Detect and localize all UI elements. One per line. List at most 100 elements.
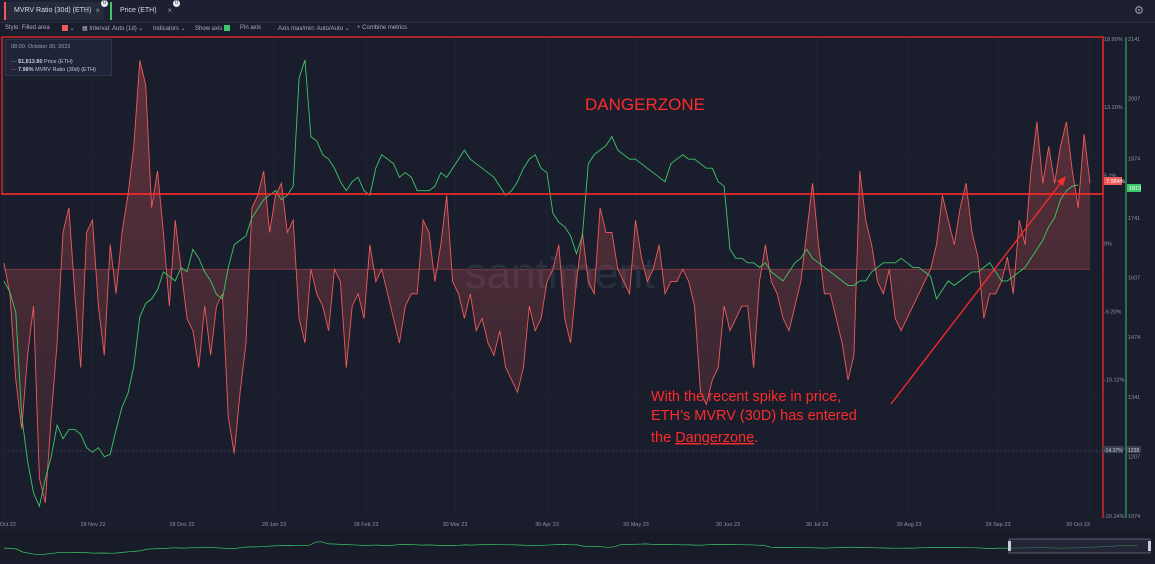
x-tick-label: 29 Sep 23 xyxy=(985,522,1010,528)
tooltip-price-row: — $1,813.80 Price (ETH) xyxy=(11,59,73,65)
indicators-label: Indicators xyxy=(153,26,180,32)
current-price-value: 1813 xyxy=(1129,186,1141,192)
range-handle-left xyxy=(1008,541,1011,551)
interval-label: Interval: Auto (1d) xyxy=(89,26,137,32)
hover-price-badge xyxy=(1127,446,1141,453)
price-line xyxy=(3,59,1079,508)
range-handle-right xyxy=(1148,541,1151,551)
tooltip-mvrv-value: 7.98% xyxy=(18,67,34,73)
dangerzone-link: Dangerzone xyxy=(675,430,754,446)
color-select[interactable]: ⌄ xyxy=(62,25,75,32)
minimap-graph xyxy=(3,538,1151,556)
current-mvrv-badge xyxy=(1104,177,1122,185)
chart-grid xyxy=(3,36,1103,519)
mvrv-tick-label: 0% xyxy=(1104,241,1112,247)
price-tick-label: 2007 xyxy=(1128,97,1140,103)
tab-badge: 0 xyxy=(173,0,180,7)
x-tick-label: 30 Mar 23 xyxy=(443,522,468,528)
x-tick-label: 28 Feb 23 xyxy=(354,522,379,528)
indicators-select[interactable]: Indicators ⌄ xyxy=(153,26,186,32)
annotation-note: With the recent spike in price, ETH’s MV… xyxy=(651,389,857,446)
color-swatch xyxy=(62,25,68,31)
mvrv-tick-label: -15.18% xyxy=(1104,446,1125,452)
x-tick-label: 29 Oct 22 xyxy=(0,522,16,528)
tab-mvrv[interactable]: MVRV Ratio (30d) (ETH) ⋮ × 0 xyxy=(4,0,108,20)
mvrv-tick-label: 5.2% xyxy=(1104,173,1117,179)
current-price-badge xyxy=(1127,184,1141,192)
price-axis: 2141 2007 1874 1741 1607 1474 1341 1207 1074 xyxy=(1128,37,1140,520)
current-mvrv-marker: 7.984% xyxy=(1104,177,1125,185)
dangerzone-box xyxy=(1,36,1104,195)
watermark: santiment xyxy=(465,249,656,298)
minimap-price-line xyxy=(3,541,1138,556)
note-line-3: the Dangerzone. xyxy=(651,430,758,446)
price-tick-label: 2141 xyxy=(1128,37,1140,43)
mvrv-axis: 18.90% 13.20% 5.2% 0% -5.20% -10.12% -15.18% -2… xyxy=(1104,37,1125,520)
mvrv-tick-label: 18.90% xyxy=(1104,37,1123,43)
close-icon[interactable]: × xyxy=(167,6,172,15)
tab-price[interactable]: Price (ETH) × 0 xyxy=(110,0,180,20)
tooltip-mvrv-row: — 7.98% MVRV Ratio (30d) (ETH) xyxy=(11,67,96,73)
dangerzone-label: DANGERZONE xyxy=(585,95,705,114)
x-tick-label: 30 Aug 23 xyxy=(897,522,922,528)
price-tick-label: 1607 xyxy=(1128,276,1140,282)
x-tick-label: 28 Dec 22 xyxy=(169,522,194,528)
note-line-2: ETH’s MVRV (30D) has entered xyxy=(651,408,857,424)
x-tick-label: 28 Nov 22 xyxy=(80,522,105,528)
tab-badge: 0 xyxy=(101,0,108,7)
price-tick-label: 1874 xyxy=(1128,156,1140,162)
tooltip-date: 08:00, October 30, 2023 xyxy=(11,44,71,50)
minimap-range-selector xyxy=(1008,538,1151,554)
hover-mvrv-marker: -14.37% xyxy=(1103,446,1123,454)
axis-minmax-label: Axis max/min: Auto/Auto xyxy=(278,26,344,32)
price-tick-label: 1341 xyxy=(1128,395,1140,401)
tab-mvrv-label: MVRV Ratio (30d) (ETH) xyxy=(14,7,92,14)
tooltip-panel: 08:00, October 30, 2023 — $1,813.80 Pric… xyxy=(5,39,112,76)
x-tick-label: 30 Oct 23 xyxy=(1066,522,1090,528)
price-tick-label: 1207 xyxy=(1128,454,1140,460)
interval-select[interactable]: ▦ Interval: Auto (1d) ⌄ xyxy=(82,26,144,32)
tab-menu-icon[interactable]: ⋮ xyxy=(83,7,90,14)
metric-tabs: MVRV Ratio (30d) (ETH) ⋮ × 0 Price (ETH)… xyxy=(0,0,1155,23)
mvrv-tick-label: -5.20% xyxy=(1104,310,1122,316)
note-line-3-prefix: the xyxy=(651,430,675,446)
mvrv-line xyxy=(3,60,1091,503)
chart-toolbar: Style: Filled area ⌄ ▦ Interval: Auto (1… xyxy=(0,23,1155,36)
gear-icon[interactable] xyxy=(1133,4,1145,16)
x-tick-label: 30 Jun 23 xyxy=(716,522,740,528)
style-select[interactable]: Style: Filled area xyxy=(5,25,50,31)
hover-mvrv-badge xyxy=(1103,446,1123,453)
tooltip-price-label: Price (ETH) xyxy=(44,59,73,65)
current-price-marker: 1813 xyxy=(1127,184,1141,192)
axis-minmax-select[interactable]: Axis max/min: Auto/Auto ⌄ xyxy=(278,26,350,32)
pin-axis-toggle[interactable]: Pin axis xyxy=(240,25,262,31)
note-line-3-suffix: . xyxy=(754,430,758,446)
show-axis-toggle[interactable]: Show axis xyxy=(195,25,231,32)
checkbox-checked-icon xyxy=(224,25,231,31)
mvrv-tick-label: -20.24% xyxy=(1104,514,1125,520)
x-axis: 29 Oct 22 28 Nov 22 28 Dec 22 28 Jan 23 28 F… xyxy=(0,522,1090,528)
hover-price-value: 1238 xyxy=(1128,448,1139,454)
combine-metrics-button[interactable]: + Combine metrics xyxy=(357,25,408,31)
show-axis-label: Show axis xyxy=(195,26,223,32)
tooltip-price-value: $1,813.80 xyxy=(18,59,43,65)
tooltip-mvrv-label: MVRV Ratio (30d) (ETH) xyxy=(35,67,96,73)
hover-price-marker: 1238 xyxy=(1127,446,1141,454)
x-tick-label: 30 May 23 xyxy=(623,522,649,528)
mvrv-tick-label: 13.20% xyxy=(1104,105,1123,111)
arrow-head-icon xyxy=(1057,176,1066,186)
x-tick-label: 28 Jan 23 xyxy=(262,522,286,528)
price-tick-label: 1474 xyxy=(1128,335,1140,341)
note-line-1: With the recent spike in price, xyxy=(651,389,841,405)
x-tick-label: 30 Apr 23 xyxy=(535,522,559,528)
price-tick-label: 1741 xyxy=(1128,216,1140,222)
annotation-arrow xyxy=(890,179,1064,405)
current-mvrv-value: 7.984% xyxy=(1106,179,1125,185)
mvrv-area xyxy=(4,60,1090,503)
chart-minimap[interactable] xyxy=(0,531,1155,559)
price-tick-label: 1074 xyxy=(1128,514,1140,520)
close-icon[interactable]: × xyxy=(95,6,100,15)
hover-mvrv-value: -14.37% xyxy=(1104,448,1123,454)
tab-price-label: Price (ETH) xyxy=(120,7,157,14)
